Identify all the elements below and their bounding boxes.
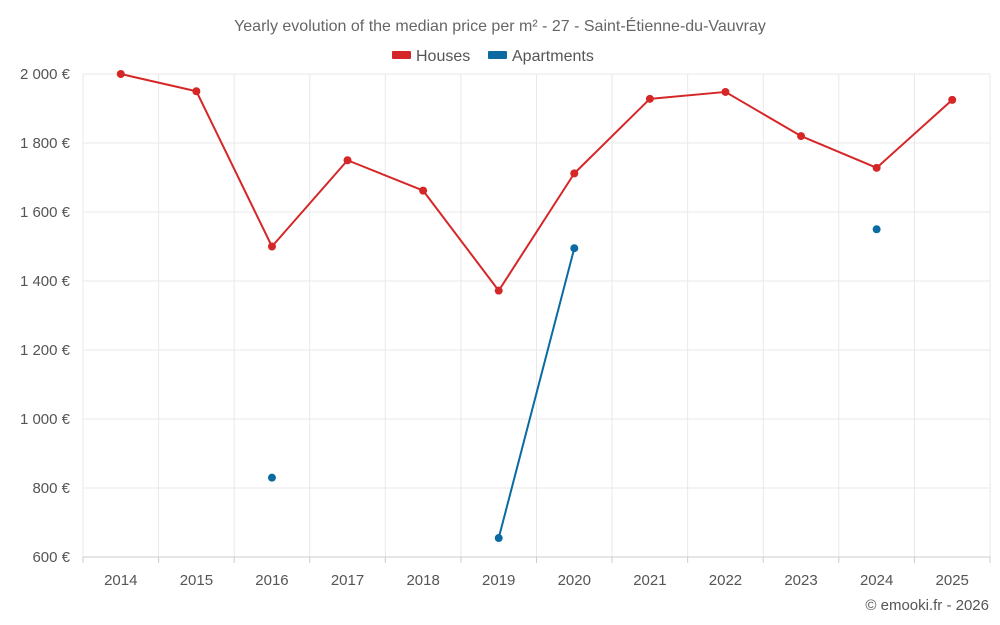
y-tick-label: 600 €	[32, 549, 70, 566]
legend: Houses Apartments	[392, 48, 594, 65]
x-tick-label: 2019	[482, 572, 515, 589]
series-layer	[116, 70, 957, 543]
legend-label-houses[interactable]: Houses	[416, 48, 470, 65]
grid	[82, 73, 991, 557]
x-tick-label: 2015	[180, 572, 213, 589]
data-point[interactable]	[267, 473, 276, 482]
data-point[interactable]	[494, 534, 503, 543]
series-line-segment	[800, 135, 878, 169]
chart-title: Yearly evolution of the median price per…	[234, 16, 766, 35]
y-tick-label: 1 600 €	[20, 204, 71, 221]
data-point[interactable]	[267, 242, 276, 251]
series-houses	[116, 70, 957, 295]
series-line-segment	[346, 159, 425, 192]
legend-label-apartments[interactable]: Apartments	[512, 48, 594, 65]
y-tick-label: 1 200 €	[20, 342, 71, 359]
x-tick-label: 2017	[331, 572, 364, 589]
y-tick-label: 1 800 €	[20, 135, 71, 152]
series-line-segment	[573, 97, 651, 175]
x-tick-label: 2014	[104, 572, 137, 589]
series-line-segment	[724, 90, 803, 138]
x-tick-label: 2022	[709, 572, 742, 589]
series-line-segment	[497, 172, 576, 292]
data-point[interactable]	[797, 132, 806, 141]
data-point[interactable]	[116, 70, 125, 78]
series-line-segment	[875, 98, 954, 169]
credit: © emooki.fr - 2026	[865, 597, 989, 614]
x-tick-label: 2018	[406, 572, 439, 589]
data-point[interactable]	[872, 225, 881, 234]
series-line-segment	[119, 73, 198, 93]
y-tick-label: 1 000 €	[20, 411, 71, 428]
data-point[interactable]	[419, 186, 428, 195]
data-point[interactable]	[192, 87, 201, 96]
series-line-segment	[195, 90, 273, 248]
series-line-segment	[422, 189, 500, 292]
data-point[interactable]	[570, 169, 579, 178]
x-tick-label: 2025	[936, 572, 969, 589]
data-point[interactable]	[494, 286, 503, 295]
data-point[interactable]	[948, 95, 957, 104]
x-tick-label: 2024	[860, 572, 893, 589]
y-axis: 600 € 800 € 1 000 € 1 200 € 1 400 € 1 600 € 1 …	[20, 66, 71, 566]
x-tick-label: 2021	[633, 572, 666, 589]
series-line-segment	[648, 90, 727, 100]
x-tick-label: 2023	[784, 572, 817, 589]
data-point[interactable]	[645, 94, 654, 103]
y-tick-label: 1 400 €	[20, 273, 71, 290]
y-tick-label: 2 000 €	[20, 66, 71, 83]
data-point[interactable]	[721, 87, 730, 96]
y-tick-label: 800 €	[32, 480, 70, 497]
data-point[interactable]	[570, 244, 579, 253]
data-point[interactable]	[872, 163, 881, 172]
x-tick-label: 2016	[255, 572, 288, 589]
series-line-segment	[270, 159, 349, 248]
x-tick-label: 2020	[558, 572, 591, 589]
legend-swatch-houses[interactable]	[392, 51, 411, 59]
series-line-segment	[497, 247, 576, 540]
series-apartments	[267, 225, 881, 543]
data-point[interactable]	[343, 156, 352, 165]
legend-swatch-apartments[interactable]	[488, 51, 507, 59]
x-axis: 2014 2015 2016 2017 2018 2019 2020 2021 2022 2023…	[82, 556, 991, 589]
